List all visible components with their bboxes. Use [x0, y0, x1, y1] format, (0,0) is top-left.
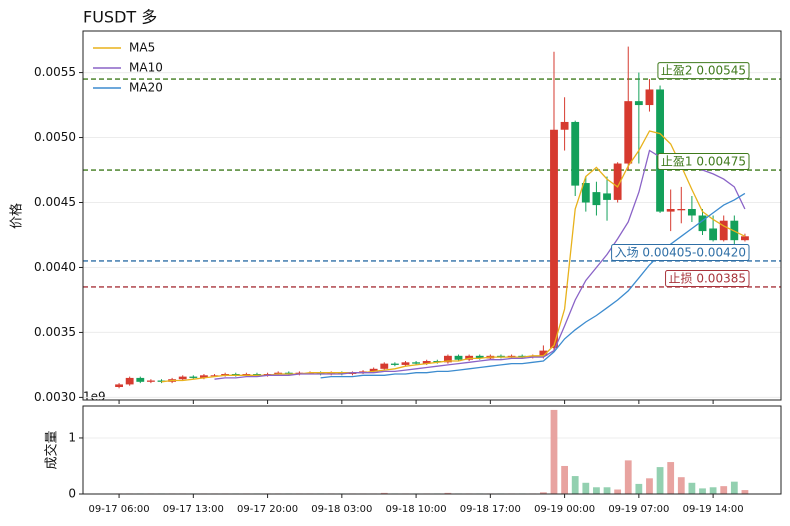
- candle-body: [454, 355, 463, 360]
- volume-bar: [730, 481, 738, 494]
- candle-body: [560, 121, 569, 130]
- candle-body: [200, 375, 208, 378]
- volume-bar: [571, 476, 579, 494]
- y-tick-label: 0.0040: [34, 260, 76, 274]
- candle-body: [189, 376, 198, 378]
- candle-body: [645, 89, 654, 106]
- volume-bar: [550, 409, 558, 494]
- price-frame: [82, 30, 782, 401]
- level-label-box: [657, 153, 750, 171]
- volume-bar: [603, 487, 611, 494]
- candle-body: [443, 355, 452, 363]
- volume-bar: [646, 478, 653, 494]
- volume-bar: [593, 487, 600, 494]
- volume-bar: [380, 492, 388, 494]
- candle-body: [422, 361, 431, 364]
- volume-bar: [741, 490, 749, 494]
- candle-body: [571, 121, 580, 186]
- level-label-box: [611, 243, 750, 261]
- candle-body: [656, 89, 664, 212]
- candle-body: [539, 350, 548, 356]
- level-label: 止损 0.00385: [669, 271, 746, 285]
- x-tick-label: 09-19 00:00: [534, 504, 595, 515]
- volume-bar: [667, 462, 675, 494]
- candle-body: [380, 363, 389, 369]
- candle-body: [719, 220, 728, 241]
- candle-body: [592, 192, 601, 206]
- candle-body: [550, 129, 558, 349]
- volume-bar: [635, 483, 643, 494]
- ma-line: [214, 149, 746, 380]
- volume-bar: [624, 460, 632, 494]
- volume-bar: [656, 467, 664, 494]
- level-label-box: [665, 269, 750, 287]
- legend-label: MA10: [129, 61, 163, 75]
- candle-body: [401, 362, 410, 365]
- volume-bar: [688, 482, 696, 494]
- candle-body: [178, 376, 187, 380]
- volume-bar: [720, 486, 728, 494]
- x-tick-label: 09-18 10:00: [386, 504, 447, 515]
- candle-body: [687, 209, 696, 216]
- level-label: 入场 0.00405-0.00420: [615, 245, 746, 259]
- x-tick-label: 09-17 06:00: [89, 504, 150, 515]
- candle-body: [125, 377, 134, 385]
- x-tick-label: 09-17 20:00: [237, 504, 298, 515]
- volume-bar: [582, 482, 590, 494]
- x-tick-label: 09-17 13:00: [163, 504, 224, 515]
- level-label-box: [657, 62, 750, 80]
- y-tick-label: 0.0055: [34, 65, 76, 79]
- candle-body: [115, 384, 123, 388]
- volume-offset-label: 1e9: [83, 390, 106, 404]
- volume-bar: [539, 492, 547, 494]
- legend-label: MA20: [129, 81, 163, 95]
- candle-body: [210, 375, 219, 377]
- candle-body: [603, 193, 611, 200]
- ma-line: [161, 130, 746, 383]
- chart-title: FUSDT 多: [83, 8, 157, 27]
- candle-body: [624, 101, 633, 164]
- candle-body: [709, 228, 718, 241]
- y-axis-label: 价格: [9, 203, 25, 229]
- candle-body: [369, 368, 378, 372]
- price-panel: 0.0030 0.0035 0.0040 0.0045 0.0050 0.0055 MA5 M…: [34, 41, 781, 404]
- volume-bar: [677, 477, 685, 494]
- x-tick-label: 09-18 17:00: [460, 504, 521, 515]
- volume-frame: [82, 405, 782, 495]
- x-tick-label: 09-19 07:00: [608, 504, 669, 515]
- y-tick-label: 0.0035: [34, 325, 76, 339]
- candle-body: [698, 215, 707, 232]
- candle-body: [613, 163, 622, 200]
- candle-body: [677, 209, 686, 211]
- candle-body: [634, 101, 643, 106]
- x-tick-label: 09-19 14:00: [683, 504, 744, 515]
- volume-bar: [614, 489, 622, 494]
- volume-bar: [709, 487, 717, 494]
- candle-body: [666, 209, 675, 212]
- candle-body: [146, 380, 155, 382]
- volume-bar: [699, 488, 706, 494]
- level-label: 止盈1 0.00475: [661, 155, 746, 169]
- level-label: 止盈2 0.00545: [661, 64, 746, 78]
- volume-y-tick-label: 0: [68, 487, 76, 501]
- volume-axis-label: 成交量: [44, 430, 60, 469]
- ma-line: [320, 192, 746, 379]
- y-tick-label: 0.0030: [34, 390, 76, 404]
- candle-body: [412, 362, 421, 364]
- candle-body: [136, 377, 145, 382]
- y-tick-label: 0.0045: [34, 195, 76, 209]
- candle-body: [475, 355, 484, 359]
- volume-y-tick-label: 1: [68, 430, 76, 444]
- candle-body: [741, 236, 749, 241]
- volume-panel: 0 1 09-17 06:00 09-17 13:00 09-17 20:00 09-18…: [68, 409, 781, 515]
- legend-label: MA5: [129, 41, 155, 55]
- candle-body: [348, 372, 357, 375]
- volume-bar: [444, 492, 452, 494]
- y-tick-label: 0.0050: [34, 130, 76, 144]
- volume-bar: [561, 465, 568, 494]
- candle-body: [390, 363, 399, 365]
- x-tick-label: 09-18 03:00: [311, 504, 372, 515]
- candle-body: [581, 183, 590, 203]
